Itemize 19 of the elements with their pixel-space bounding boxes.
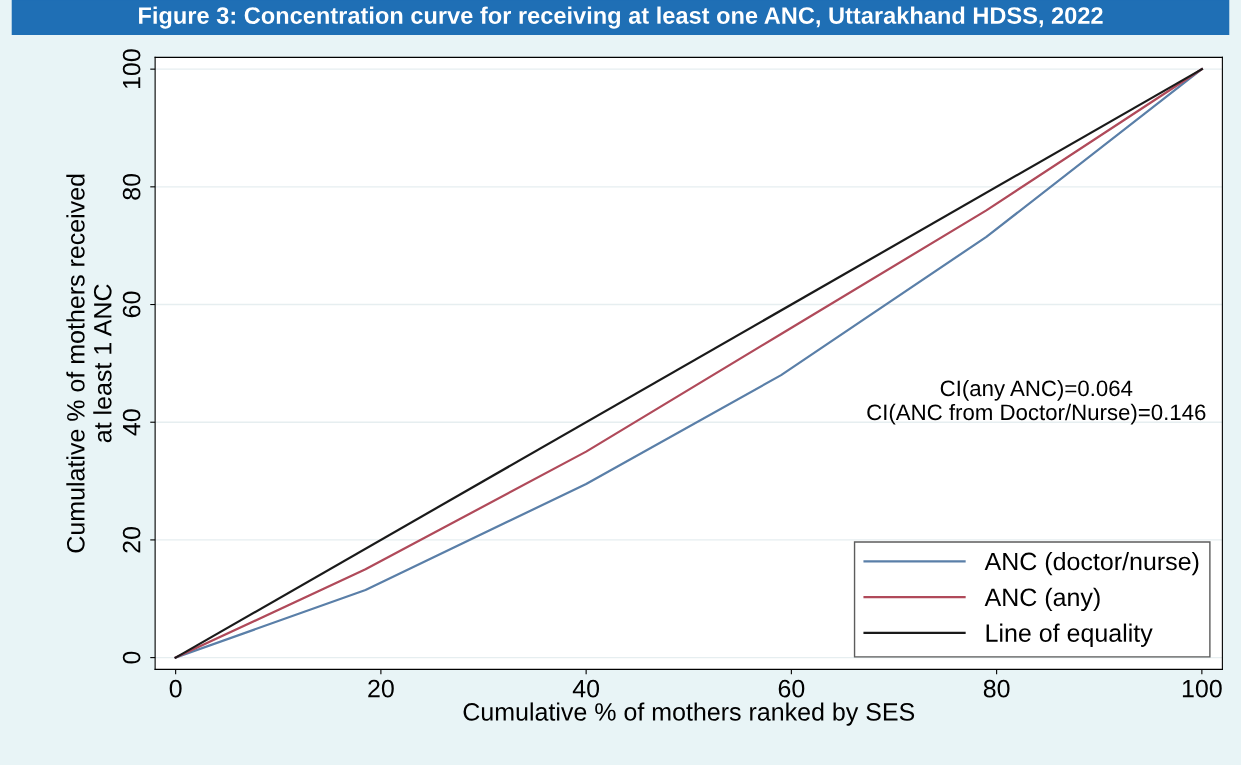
x-axis-title: Cumulative % of mothers ranked by SES [463, 702, 915, 726]
annotation: CI(any ANC)=0.064 CI(ANC from Doctor/Nurse)=0.146 [867, 379, 1206, 425]
legend-label: Line of equality [986, 623, 1153, 647]
y-tick-label: 60 [122, 291, 141, 318]
y-tick-label: 0 [122, 651, 141, 664]
x-tick-label: 100 [1182, 679, 1222, 698]
y-tick-label: 20 [122, 526, 141, 553]
x-tick-label: 0 [169, 679, 182, 698]
y-axis-title: Cumulative % of mothers received at least 1 ANC [66, 174, 112, 553]
x-tick-label: 40 [572, 679, 600, 698]
chart-title: Figure 3: Concentration curve for receiving at least one ANC, Uttarakhand HDSS, 2022 [139, 6, 1103, 29]
x-tick-label: 80 [983, 679, 1010, 698]
legend-label: ANC (doctor/nurse) [984, 551, 1199, 576]
y-tick-label: 40 [122, 409, 141, 436]
legend-label: ANC (any) [984, 587, 1100, 612]
y-tick-label: 80 [122, 173, 141, 200]
x-tick-label: 20 [368, 679, 394, 698]
y-tick-label: 100 [122, 49, 141, 89]
x-tick-label: 60 [778, 679, 805, 698]
